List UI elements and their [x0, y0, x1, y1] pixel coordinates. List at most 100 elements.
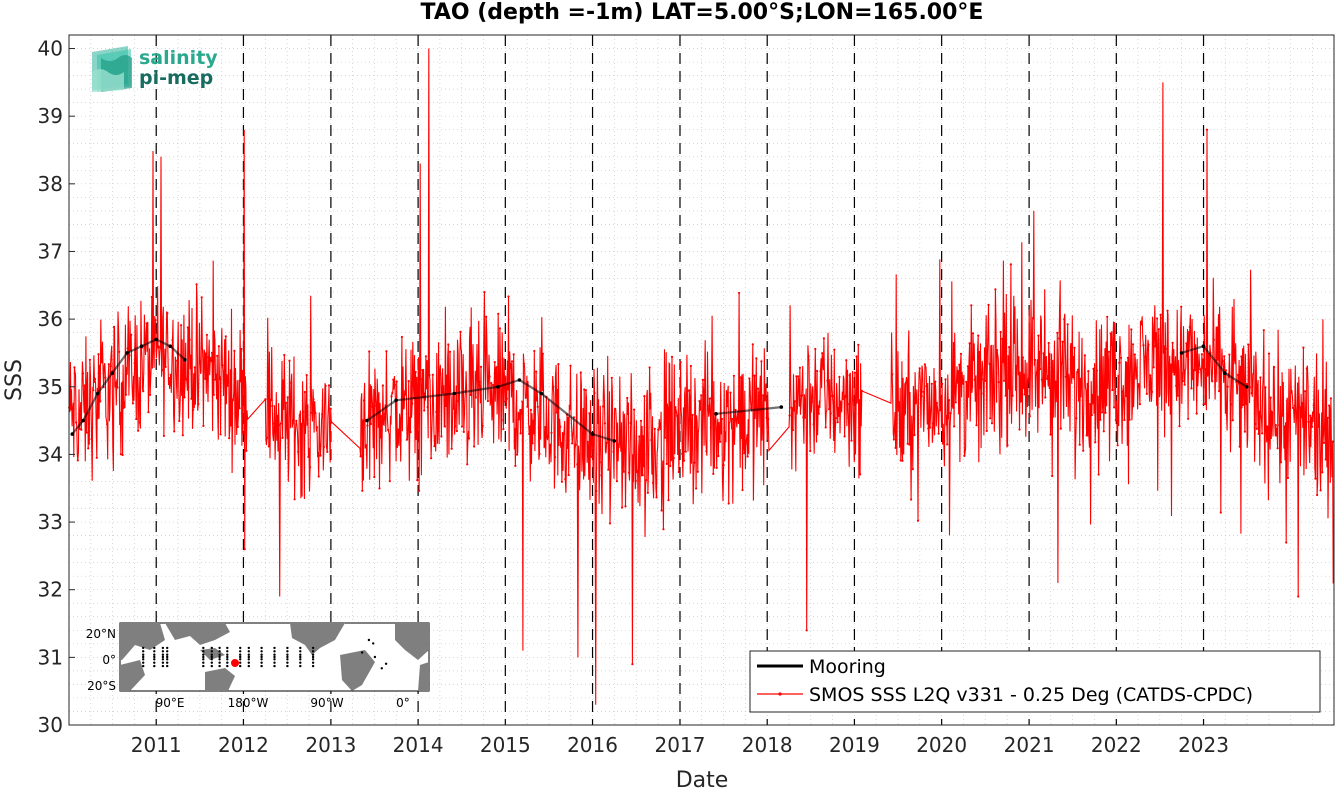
smos-point	[1247, 343, 1250, 346]
smos-point	[1211, 380, 1214, 383]
smos-point	[104, 376, 107, 379]
smos-point	[1015, 364, 1018, 368]
map-mooring-dot	[260, 658, 263, 661]
map-mooring-dot	[166, 664, 169, 668]
smos-point	[99, 400, 102, 403]
smos-point	[696, 470, 699, 473]
smos-point	[118, 350, 121, 353]
y-tick-31: 31	[38, 645, 63, 669]
x-tick-2019: 2019	[829, 733, 880, 757]
smos-point	[829, 412, 832, 415]
smos-point	[207, 356, 210, 359]
smos-point	[1051, 474, 1054, 478]
smos-point	[684, 450, 687, 453]
smos-point	[407, 380, 410, 383]
map-mooring-dot	[380, 667, 383, 670]
smos-point	[1156, 317, 1159, 320]
smos-point	[240, 347, 243, 351]
smos-point	[1013, 341, 1016, 344]
smos-point	[93, 377, 97, 380]
smos-point	[910, 498, 913, 501]
smos-point	[727, 502, 730, 505]
smos-point	[1114, 419, 1117, 422]
map-mooring-dot	[286, 664, 289, 668]
smos-point	[937, 432, 940, 435]
smos-point	[646, 491, 650, 494]
map-mooring-dot	[286, 658, 289, 661]
smos-point	[522, 362, 526, 365]
y-axis-label: SSS	[2, 359, 27, 401]
y-tick-36: 36	[38, 307, 63, 331]
logo-line2: pi-mep	[139, 67, 213, 89]
smos-point	[1285, 541, 1288, 544]
smos-point	[660, 509, 663, 512]
map-mooring-dot	[218, 655, 221, 659]
smos-point	[977, 334, 980, 337]
y-tick-34: 34	[38, 442, 63, 466]
map-mooring-dot	[161, 646, 165, 650]
smos-point	[821, 352, 824, 355]
smos-point	[1223, 355, 1226, 358]
smos-point	[600, 474, 603, 477]
smos-point	[1202, 403, 1205, 406]
smos-point	[388, 480, 391, 483]
smos-point	[519, 432, 522, 435]
smos-point	[1255, 427, 1258, 430]
smos-point	[720, 417, 724, 421]
map-mooring-dot	[161, 664, 165, 668]
smos-point	[371, 405, 374, 408]
smos-point	[276, 414, 279, 417]
smos-point	[491, 383, 495, 387]
x-tick-2023: 2023	[1178, 733, 1229, 757]
map-mooring-dot	[260, 650, 263, 653]
smos-point	[676, 414, 679, 417]
map-mooring-dot	[210, 664, 213, 668]
smos-point	[1113, 406, 1116, 409]
mooring-segment	[126, 345, 143, 354]
smos-point	[1076, 368, 1080, 371]
map-mooring-dot	[273, 658, 276, 661]
smos-point	[838, 375, 841, 378]
smos-point	[462, 430, 465, 433]
smos-point	[197, 403, 200, 406]
x-tick-2020: 2020	[916, 733, 967, 757]
smos-point	[894, 446, 897, 449]
map-mooring-dot	[311, 653, 315, 656]
map-mooring-dot	[226, 646, 229, 650]
map-mooring-dot	[210, 650, 213, 653]
smos-point	[1071, 376, 1074, 379]
smos-point	[1147, 343, 1150, 346]
smos-point	[1138, 403, 1141, 406]
smos-point	[590, 455, 593, 458]
smos-point	[114, 381, 117, 384]
smos-point	[1063, 318, 1066, 321]
smos-point	[1047, 341, 1050, 345]
smos-line	[68, 48, 1334, 705]
smos-point	[1021, 356, 1024, 359]
smos-point	[312, 398, 315, 401]
smos-point	[584, 389, 588, 392]
smos-point	[1066, 323, 1069, 326]
smos-point	[1245, 382, 1248, 386]
smos-point	[514, 464, 517, 467]
smos-point	[828, 408, 831, 411]
map-mooring-dot	[226, 658, 229, 661]
smos-point	[602, 405, 605, 408]
map-mooring-dot	[161, 658, 165, 661]
smos-point	[202, 424, 205, 427]
map-mooring-dot	[247, 664, 250, 668]
smos-point	[1159, 313, 1162, 316]
smos-point	[1009, 263, 1013, 266]
map-mooring-dot	[273, 650, 276, 653]
smos-point	[1044, 396, 1047, 399]
smos-point	[438, 370, 441, 373]
smos-point	[1293, 404, 1296, 407]
map-mooring-dot	[153, 658, 156, 661]
map-mooring-dot	[166, 650, 169, 653]
smos-point	[166, 312, 169, 315]
smos-point	[824, 426, 827, 429]
map-mooring-dot	[226, 655, 229, 659]
smos-point	[88, 358, 91, 361]
map-mooring-dot	[226, 661, 229, 664]
smos-point	[719, 440, 722, 443]
